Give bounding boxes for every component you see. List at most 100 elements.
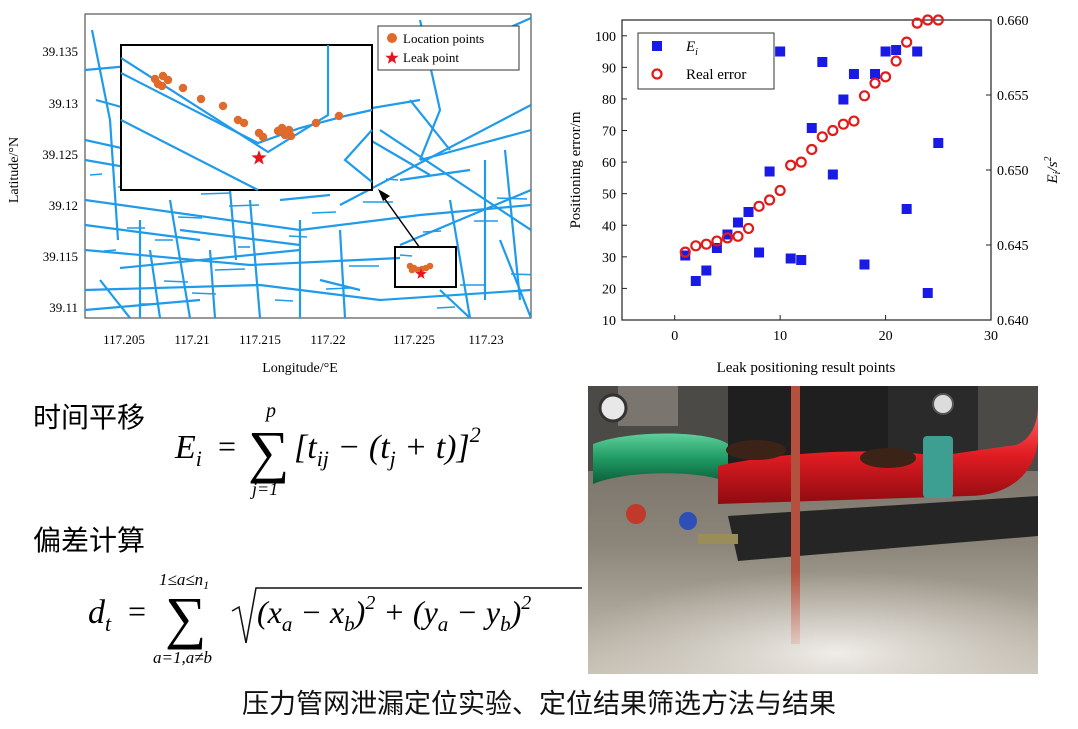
- left-tick-label: 10: [602, 314, 616, 329]
- ei-point: [690, 276, 701, 286]
- sqrt-sign: [231, 587, 582, 644]
- real-error-point: [890, 55, 902, 67]
- summation-sign-2: ∑: [165, 585, 206, 650]
- location-point: [258, 132, 268, 142]
- map-xtick: 117.225: [393, 332, 435, 347]
- real-error-point: [785, 159, 797, 171]
- bottom-tick-label: 0: [671, 329, 678, 344]
- deviation-label: 偏差计算: [33, 524, 145, 557]
- figure-caption: 压力管网泄漏定位实验、定位结果筛选方法与结果: [242, 689, 836, 720]
- bottom-tick-label: 20: [879, 329, 893, 344]
- map-ytick: 39.115: [43, 249, 78, 264]
- ei-upper-limit: p: [264, 400, 276, 422]
- pipe-segment: [409, 99, 451, 151]
- real-error-point: [679, 246, 691, 258]
- probe-rod: [791, 386, 800, 644]
- dt-body: (xa − xb)2 + (ya − yb)2: [257, 592, 531, 636]
- location-point: [277, 123, 287, 133]
- ei-point: [859, 259, 870, 270]
- location-point: [334, 111, 344, 121]
- summation-sign: ∑: [248, 419, 289, 484]
- right-axis-ticks: 0.640 0.645 0.650 0.655 0.660: [986, 14, 1029, 329]
- map-ytick: 39.12: [49, 198, 78, 213]
- real-error-point: [732, 230, 744, 242]
- ei-point: [922, 288, 933, 298]
- pipe-network-map: Location points Leak point 117.205 117.2…: [7, 13, 532, 376]
- experiment-photo: [588, 386, 1038, 674]
- location-point: [157, 81, 167, 91]
- left-tick-label: 80: [602, 93, 616, 108]
- real-error-point: [858, 90, 871, 102]
- map-ytick: 39.11: [49, 300, 78, 315]
- ei-point: [743, 207, 754, 217]
- ei-point: [838, 94, 849, 105]
- bottom-tick-label: 10: [773, 329, 787, 344]
- pipe-branch: [200, 192, 232, 195]
- legend-location-label: Location points: [403, 31, 484, 46]
- location-point: [286, 131, 296, 141]
- zoom-inset: [120, 44, 373, 191]
- dt-formula: dt = ∑ 1≤a≤n1 a=1,a≠b (xa − xb)2 + (ya −…: [88, 570, 582, 667]
- map-xtick: 117.205: [103, 332, 145, 347]
- bottom-axis-ticks: 0 10 20 30: [671, 315, 998, 344]
- ei-point: [870, 69, 881, 79]
- left-tick-label: 30: [602, 251, 616, 266]
- legend-location-marker: [387, 33, 397, 43]
- pipe-branch: [399, 254, 413, 257]
- real-error-point: [901, 36, 913, 48]
- valve-red: [626, 504, 646, 524]
- real-error-point: [922, 14, 934, 26]
- zoom-arrow-head: [378, 189, 390, 201]
- ei-point: [711, 243, 722, 253]
- pipe-segment: [419, 128, 531, 162]
- ei-point: [933, 138, 944, 148]
- left-tick-label: 50: [602, 188, 616, 203]
- dt-lhs: dt: [88, 594, 112, 636]
- pipe-branch: [496, 197, 528, 200]
- pipe-branch: [228, 204, 260, 207]
- real-error-point: [721, 232, 734, 244]
- pipe-segment: [148, 249, 162, 318]
- real-error-point: [879, 71, 892, 83]
- pipe-branch: [436, 306, 456, 309]
- pipe-segment: [119, 248, 301, 270]
- map-ytick: 39.13: [49, 96, 78, 111]
- ei-point: [764, 166, 775, 177]
- pipe-segment: [85, 298, 201, 312]
- legend-ei-label: Ei: [685, 39, 698, 58]
- pipe-branch: [191, 292, 217, 295]
- pipe-segment: [99, 279, 131, 318]
- ei-point: [827, 169, 838, 180]
- ei-formula: Ei = ∑ p j=1 [tij − (tj + t)]2: [174, 400, 481, 499]
- pressure-gauge: [598, 393, 628, 423]
- real-error-point: [806, 143, 818, 156]
- pipe-segment: [439, 289, 471, 318]
- pipe-branch: [214, 268, 246, 271]
- real-error-point: [911, 17, 923, 29]
- ei-point: [775, 46, 786, 57]
- pipe-flange: [923, 436, 953, 498]
- pipe-segment: [228, 189, 238, 261]
- series-ei: [680, 45, 944, 298]
- pipe-branch: [325, 287, 351, 290]
- pipe-branch: [311, 211, 337, 214]
- real-error-point: [753, 200, 765, 212]
- bottom-tick-label: 30: [984, 329, 998, 344]
- pipe-segment: [85, 283, 531, 302]
- legend-real-label: Real error: [686, 67, 746, 83]
- shoe-left: [726, 440, 786, 460]
- pipe-branch: [288, 235, 308, 238]
- pipe-segment: [85, 198, 531, 232]
- chart-y-label: Positioning error/m: [568, 111, 584, 228]
- ei-point: [912, 46, 923, 57]
- map-xtick: 117.215: [239, 332, 281, 347]
- pipe-segment: [179, 228, 301, 247]
- ei-body: [tij − (tj + t)]2: [294, 422, 481, 471]
- right-tick-label: 0.660: [997, 14, 1029, 29]
- pipe-segment: [168, 199, 192, 318]
- leak-point-small: [415, 268, 427, 279]
- inset-pipes: [120, 45, 373, 191]
- leak-vapor: [588, 536, 1038, 674]
- inset-frame: [120, 44, 373, 191]
- formula-section: 时间平移 Ei = ∑ p j=1 [tij − (tj + t)]2 偏差计算…: [33, 400, 582, 667]
